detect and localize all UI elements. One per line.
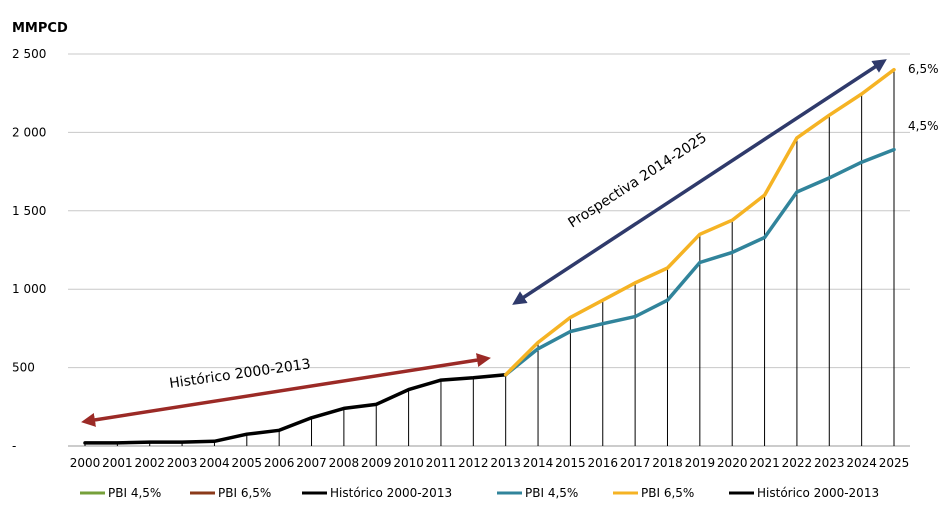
legend-label: PBI 6,5% — [641, 486, 694, 500]
x-tick-label: 2007 — [296, 456, 327, 470]
y-tick-label: 1 000 — [12, 282, 46, 296]
historic-arrow — [81, 353, 491, 427]
legend-label: PBI 4,5% — [108, 486, 161, 500]
x-tick-label: 2012 — [458, 456, 489, 470]
prospective-arrow — [512, 59, 887, 305]
y-tick-label: 1 500 — [12, 204, 46, 218]
legend-item: PBI 4,5% — [80, 486, 161, 500]
x-tick-label: 2016 — [587, 456, 618, 470]
legend-label: Histórico 2000-2013 — [330, 486, 452, 500]
x-tick-label: 2010 — [393, 456, 424, 470]
x-tick-label: 2001 — [102, 456, 133, 470]
legend-item: Histórico 2000-2013 — [302, 486, 452, 500]
x-tick-label: 2009 — [361, 456, 392, 470]
x-tick-label: 2023 — [814, 456, 845, 470]
x-tick-label: 2005 — [232, 456, 263, 470]
y-tick-label: 2 000 — [12, 125, 46, 139]
y-axis-ticks: - 500 1 000 1 500 2 000 2 500 — [12, 47, 46, 453]
y-tick-label: 500 — [12, 361, 35, 375]
x-tick-label: 2014 — [523, 456, 554, 470]
series-line — [83, 372, 508, 445]
x-tick-label: 2002 — [134, 456, 165, 470]
legend-item: PBI 6,5% — [613, 486, 694, 500]
legend-item: PBI 6,5% — [190, 486, 271, 500]
end-label-low: 4,5% — [908, 119, 939, 133]
legend-item: Histórico 2000-2013 — [729, 486, 879, 500]
x-tick-label: 2024 — [846, 456, 877, 470]
y-tick-label: - — [12, 439, 16, 453]
x-tick-label: 2000 — [70, 456, 101, 470]
prospective-annotation: Prospectiva 2014-2025 — [565, 130, 709, 231]
legend-item: PBI 4,5% — [497, 486, 578, 500]
x-tick-label: 2006 — [264, 456, 295, 470]
legend: PBI 4,5% PBI 6,5% Histórico 2000-2013 PBI 4… — [80, 486, 879, 500]
x-tick-label: 2025 — [879, 456, 910, 470]
x-axis-ticks: 2000 2001 2002 2003 2004 2005 2006 2007 2008 2009… — [70, 456, 910, 470]
x-tick-label: 2022 — [782, 456, 813, 470]
x-tick-label: 2003 — [167, 456, 198, 470]
x-tick-label: 2018 — [652, 456, 683, 470]
x-tick-label: 2017 — [620, 456, 651, 470]
x-tick-label: 2011 — [426, 456, 457, 470]
y-tick-label: 2 500 — [12, 47, 46, 61]
unit-label: MMPCD — [12, 21, 68, 36]
drop-lines — [84, 69, 895, 446]
legend-label: PBI 6,5% — [218, 486, 271, 500]
legend-label: Histórico 2000-2013 — [757, 486, 879, 500]
x-tick-label: 2019 — [685, 456, 716, 470]
historic-annotation: Histórico 2000-2013 — [168, 356, 311, 392]
x-tick-label: 2020 — [717, 456, 748, 470]
legend-label: PBI 4,5% — [525, 486, 578, 500]
end-label-high: 6,5% — [908, 62, 939, 76]
x-tick-label: 2013 — [490, 456, 521, 470]
x-tick-label: 2008 — [329, 456, 360, 470]
x-tick-label: 2015 — [555, 456, 586, 470]
x-tick-label: 2021 — [749, 456, 780, 470]
x-tick-label: 2004 — [199, 456, 230, 470]
